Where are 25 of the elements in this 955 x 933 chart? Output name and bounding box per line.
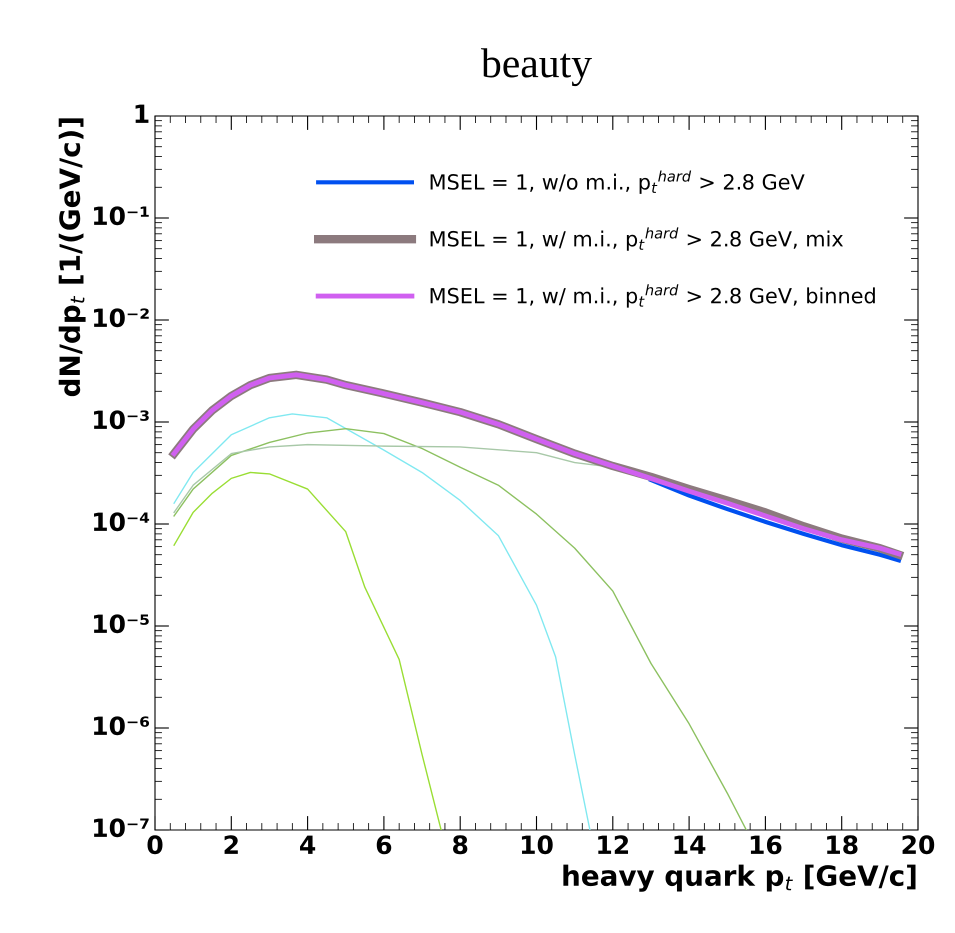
y-tick-label: 10⁻⁵	[94, 614, 149, 634]
x-tick-label: 14	[674, 836, 706, 854]
x-tick-label: 4	[300, 836, 316, 854]
y-tick-label: 10⁻¹	[94, 206, 149, 226]
x-tick-label: 0	[148, 835, 162, 854]
y-tick-label: 10⁻⁶	[94, 716, 150, 736]
y-tick-label: 10⁻²	[94, 308, 149, 328]
y-axis-title: dN/dp$_{t}$ [1/(GeV/c)]	[58, 118, 86, 396]
legend-label: MSEL = 1, w/ m.i., p$_{t}$$^{hard}$ > 2.8 GeV, binned	[430, 284, 875, 308]
x-axis-title: heavy quark p$_{t}$ [GeV/c]	[563, 864, 916, 892]
x-tick-label: 18	[827, 835, 858, 854]
legend-label: MSEL = 1, w/ m.i., p$_{t}$$^{hard}$ > 2.8 GeV, mix	[430, 227, 844, 251]
x-tick-label: 12	[598, 835, 628, 854]
y-tick-label: 10⁻³	[94, 410, 149, 430]
x-tick-label: 16	[750, 835, 782, 854]
legend-label: MSEL = 1, w/o m.i., p$_{t}$$^{hard}$ > 2.8 GeV	[430, 170, 805, 194]
x-tick-label: 6	[376, 835, 392, 854]
x-tick-label: 20	[902, 835, 934, 854]
y-tick-label: 10⁻⁷	[94, 818, 149, 838]
x-tick-label: 2	[224, 835, 238, 854]
y-tick-label: 1	[136, 104, 148, 123]
x-tick-label: 10	[522, 835, 553, 854]
chart-title: beauty	[480, 48, 592, 86]
y-tick-label: 10⁻⁴	[94, 512, 150, 532]
x-tick-label: 8	[453, 835, 468, 854]
